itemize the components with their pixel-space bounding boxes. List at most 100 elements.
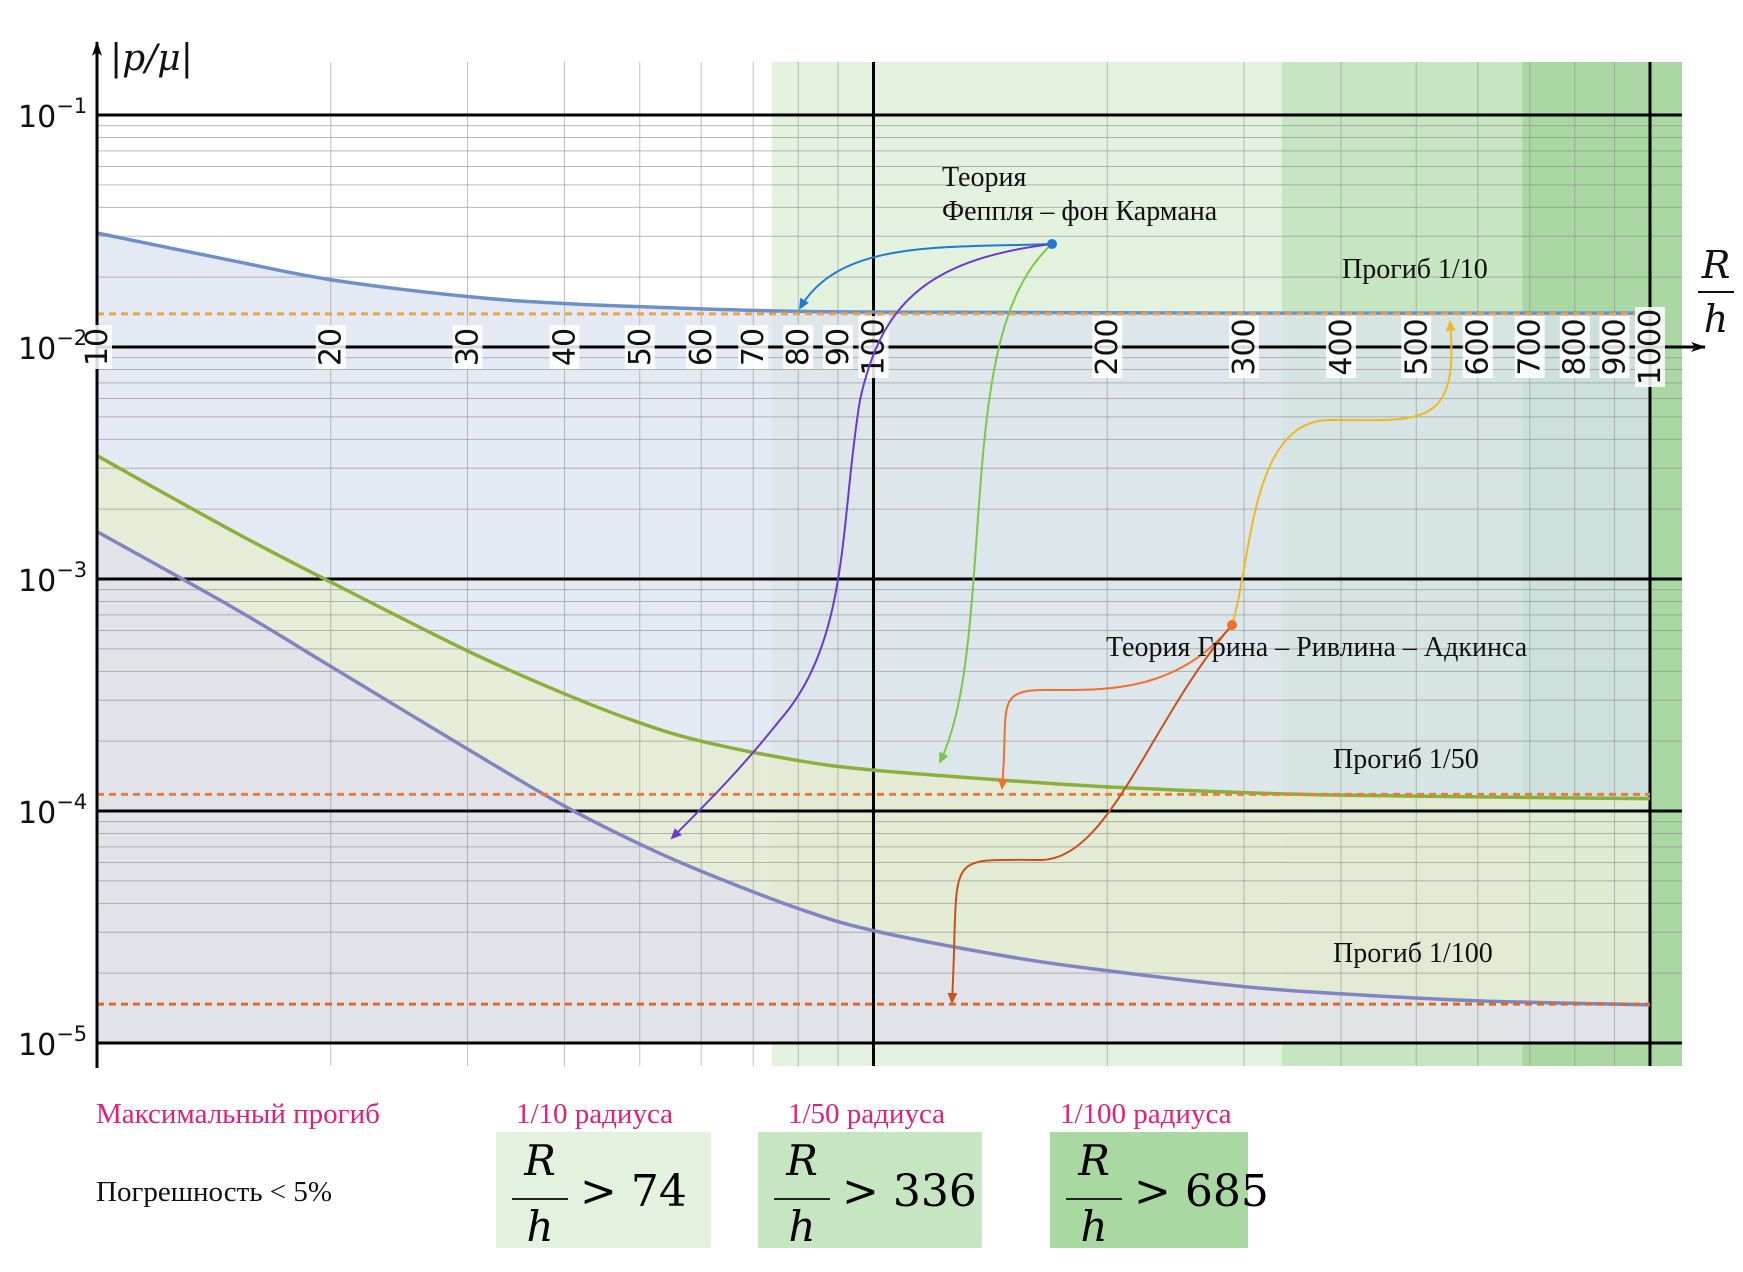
fvk-anchor-dot	[1047, 239, 1057, 249]
fvk-theory-label-line2: Феппля – фон Кармана	[942, 196, 1218, 227]
deflection-label-1-10: Прогиб 1/10	[1342, 254, 1488, 285]
arrow-fvk-1-100	[670, 243, 1053, 840]
threshold-value: 336	[892, 1166, 977, 1217]
summary-threshold-1: > 74	[580, 1170, 687, 1214]
x-tick-label: 90	[821, 328, 856, 366]
x-tick-label: 20	[314, 328, 349, 366]
threshold-value: 74	[630, 1166, 687, 1217]
grid-major	[97, 62, 1682, 1066]
x-tick-40: 40	[547, 325, 582, 369]
x-tick-100: 100	[857, 316, 892, 378]
x-axis-label-num: R	[1701, 243, 1731, 287]
series-line-fvk-3	[96, 530, 1651, 1007]
fraction-den: h	[788, 1202, 816, 1251]
arrow-fvk-1-10	[798, 243, 1053, 310]
x-tick-label: 500	[1399, 318, 1434, 375]
annotation-arrows	[670, 239, 1456, 1004]
x-tick-60: 60	[684, 325, 719, 369]
deflection-label-1-50: Прогиб 1/50	[1333, 744, 1479, 775]
summary-box-3	[1050, 1132, 1248, 1248]
gra-anchor-dot	[1227, 620, 1237, 630]
x-tick-label: 300	[1227, 318, 1262, 375]
x-tick-70: 70	[736, 325, 771, 369]
fraction-bar	[512, 1198, 568, 1200]
x-tick-300: 300	[1227, 316, 1262, 378]
y-axis-label: |p/μ|	[110, 38, 193, 79]
x-tick-label: 400	[1324, 318, 1359, 375]
summary-threshold-3: > 685	[1134, 1170, 1269, 1214]
y-tick-label: 10−1	[18, 94, 87, 135]
x-axis-label-den: h	[1704, 297, 1728, 341]
x-tick-labels: 10 20 30 40 50 60 70 80 90 100 200 300 400 500 600 700 8…	[80, 307, 1668, 387]
series-line-fvk-1	[96, 231, 1650, 315]
x-tick-label: 50	[623, 328, 658, 366]
y-tick-label: 10−2	[18, 326, 87, 367]
chart: 10 20 30 40 50 60 70 80 90 100 200 300 400 500 600 700 8…	[18, 38, 1734, 1068]
summary-header-2: 1/50 радиуса	[788, 1098, 946, 1130]
x-tick-600: 600	[1461, 316, 1496, 378]
x-tick-label: 40	[547, 328, 582, 366]
relation-sign: >	[580, 1166, 617, 1217]
x-tick-50: 50	[623, 325, 658, 369]
series-line-fvk-2	[96, 454, 1651, 801]
x-tick-label: 1000	[1633, 309, 1668, 385]
grid-minor	[97, 62, 1682, 1066]
x-axis-label: R h	[1698, 243, 1734, 341]
fvk-theory-label-line1: Теория	[942, 162, 1026, 193]
x-tick-label: 200	[1090, 318, 1125, 375]
x-tick-label: 900	[1597, 318, 1632, 375]
relation-sign: >	[1134, 1166, 1171, 1217]
arrow-gra-1-100	[947, 624, 1233, 1004]
y-tick-label: 10−4	[18, 790, 87, 831]
x-tick-label: 600	[1461, 318, 1496, 375]
y-tick-label: 10−3	[18, 558, 87, 599]
x-tick-label: 60	[684, 328, 719, 366]
x-tick-80: 80	[781, 325, 816, 369]
summary-header-3: 1/100 радиуса	[1060, 1098, 1232, 1130]
arrow-gra-1-10	[1231, 320, 1456, 626]
x-tick-10: 10	[80, 325, 115, 369]
fraction-num: R	[786, 1136, 818, 1185]
annotations: Теория Феппля – фон Кармана Теория Грина…	[942, 162, 1528, 969]
threshold-value: 685	[1184, 1166, 1269, 1217]
x-tick-200: 200	[1090, 316, 1125, 378]
summary-box-2	[758, 1132, 982, 1248]
x-tick-label: 10	[80, 328, 115, 366]
x-tick-90: 90	[821, 325, 856, 369]
x-tick-800: 800	[1558, 316, 1593, 378]
y-tick-label: 10−5	[18, 1022, 87, 1063]
max-deflection-label: Максимальный прогиб	[96, 1098, 380, 1130]
series-lines	[96, 231, 1651, 1007]
fraction-num: R	[524, 1136, 556, 1185]
summary-threshold-2: > 336	[842, 1170, 977, 1214]
fraction-den: h	[526, 1202, 554, 1251]
fraction-den: h	[1080, 1202, 1108, 1251]
fraction-bar	[1066, 1198, 1122, 1200]
x-tick-700: 700	[1513, 316, 1548, 378]
deflection-label-1-100: Прогиб 1/100	[1333, 938, 1493, 969]
x-tick-30: 30	[450, 325, 485, 369]
x-tick-20: 20	[314, 325, 349, 369]
arrow-fvk-1-50	[939, 243, 1053, 764]
x-tick-label: 70	[736, 328, 771, 366]
error-label: Погрешность < 5%	[96, 1176, 333, 1208]
x-tick-label: 30	[450, 328, 485, 366]
arrow-gra-1-50	[997, 624, 1233, 790]
fraction-bar	[774, 1198, 830, 1200]
y-tick-labels: 10−1 10−2 10−3 10−4 10−5	[18, 94, 87, 1063]
x-tick-label: 80	[781, 328, 816, 366]
series-fill-3	[97, 531, 1650, 1043]
x-tick-900: 900	[1597, 316, 1632, 378]
summary-header-1: 1/10 радиуса	[516, 1098, 674, 1130]
x-tick-1000: 1000	[1633, 307, 1668, 387]
x-tick-500: 500	[1399, 316, 1434, 378]
x-tick-label: 700	[1513, 318, 1548, 375]
x-tick-400: 400	[1324, 316, 1359, 378]
summary-box-1	[496, 1132, 711, 1248]
gra-theory-label: Теория Грина – Ривлина – Адкинса	[1106, 632, 1528, 663]
relation-sign: >	[842, 1166, 879, 1217]
fraction-num: R	[1078, 1136, 1110, 1185]
